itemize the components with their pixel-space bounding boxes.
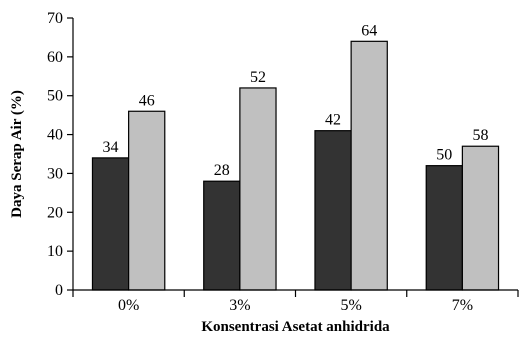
y-tick-label: 60 [47, 49, 63, 66]
data-label: 46 [139, 92, 155, 109]
x-axis-ticks: 0% 3% 5% 7% [72, 290, 519, 314]
bar-5pct-series-2 [350, 40, 388, 291]
bar-0pct-series-2 [128, 110, 166, 291]
y-tick-label: 30 [47, 165, 63, 182]
data-label: 28 [214, 162, 230, 179]
x-tick-label: 0% [118, 297, 139, 314]
x-axis-title: Konsentrasi Asetat anhidrida [201, 319, 390, 335]
bar-0pct-series-1 [91, 157, 130, 291]
data-label: 58 [472, 127, 488, 144]
data-label: 52 [250, 69, 266, 86]
y-tick-label: 10 [47, 243, 63, 260]
bar-3pct-series-1 [203, 180, 241, 291]
x-tick-label: 7% [452, 297, 473, 314]
y-tick-label: 0 [55, 282, 63, 299]
y-tick-label: 50 [47, 88, 63, 105]
x-tick-label: 5% [340, 297, 361, 314]
bar-3pct-series-2 [239, 87, 277, 291]
y-tick-label: 70 [47, 10, 63, 27]
x-tick-label: 3% [229, 297, 250, 314]
data-label: 42 [325, 112, 341, 129]
data-label: 50 [436, 147, 452, 164]
y-tick-label: 40 [47, 127, 63, 144]
y-axis-ticks: 0 10 20 30 40 50 60 70 [47, 10, 73, 299]
bar-7pct-series-2 [461, 145, 500, 291]
y-axis-title: Daya Serap Air (%) [9, 90, 25, 218]
bar-7pct-series-1 [425, 165, 463, 291]
bar-5pct-series-1 [314, 130, 352, 291]
y-tick-label: 20 [47, 204, 63, 221]
data-label: 34 [103, 139, 119, 156]
data-label: 64 [361, 22, 377, 39]
bars-group: 34 46 28 52 42 64 50 58 [91, 22, 500, 291]
